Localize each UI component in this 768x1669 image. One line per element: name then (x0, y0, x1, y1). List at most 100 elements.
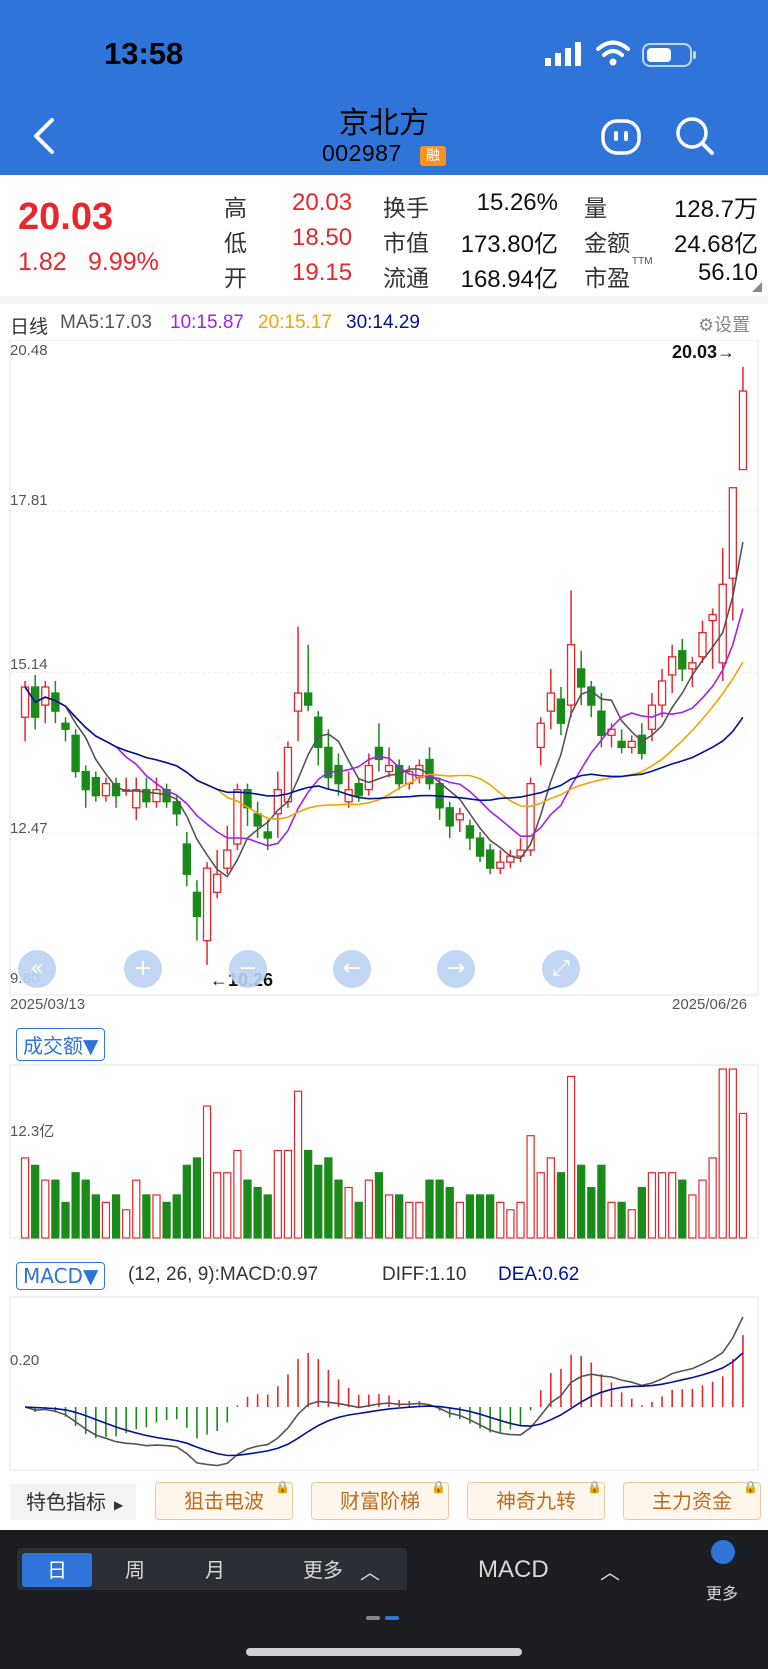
kline-period-label: 日线 (10, 317, 49, 338)
volume-bar (536, 1172, 545, 1239)
current-price: 20.03 (18, 196, 114, 238)
triangle-right-icon: ▶ (114, 1498, 124, 1512)
volume-bar (172, 1194, 181, 1239)
pe-ttm-sup: TTM (632, 256, 653, 267)
volume-bar (698, 1179, 707, 1239)
candle-body (223, 849, 232, 869)
volume-bar (314, 1164, 323, 1239)
volume-bar (233, 1149, 242, 1239)
volume-bar (263, 1194, 272, 1239)
back-button[interactable] (30, 116, 60, 160)
date-end: 2025/06/26 (672, 996, 748, 1013)
zoom-out-button[interactable]: − (229, 950, 267, 988)
feature-indicators-tab[interactable]: 特色指标 ▶ (10, 1484, 136, 1520)
volume-bar (425, 1179, 434, 1239)
lock-icon: 🔒 (587, 1480, 602, 1494)
settings-button[interactable]: ⚙设置 (698, 311, 750, 337)
chevron-up-icon[interactable]: ︿ (600, 1560, 620, 1584)
candle-body (293, 692, 303, 712)
expand-corner-icon[interactable] (752, 282, 762, 292)
low-value: 18.50 (292, 224, 353, 251)
period-tab-month[interactable]: 月 (205, 1558, 225, 1582)
more-dot-icon[interactable] (711, 1540, 735, 1564)
feature-button-label: 神奇九转 (496, 1489, 576, 1513)
candle-body (314, 716, 323, 749)
candle-body (81, 770, 90, 791)
amount-label: 金额 (584, 231, 630, 257)
pe-value: 56.10 (697, 259, 758, 286)
feature-button-3[interactable]: 神奇九转 🔒 (467, 1480, 605, 1520)
settings-label: 设置 (714, 315, 751, 336)
macd-diff: DIFF:1.10 (382, 1264, 467, 1285)
search-icon[interactable] (674, 115, 716, 161)
volume-bar (475, 1194, 485, 1239)
volume-bar (668, 1172, 677, 1239)
volume-indicator-select[interactable]: 成交额▼ (16, 1028, 106, 1061)
ma5-line (24, 541, 744, 878)
scroll-left-fast-button[interactable]: « (18, 950, 56, 988)
candle-body (152, 789, 161, 803)
volume-bar (31, 1164, 40, 1239)
candle-body (41, 686, 50, 706)
volume-bar (506, 1209, 515, 1239)
volume-bar (283, 1149, 293, 1239)
scroll-left-button[interactable]: ← (333, 950, 371, 988)
volume-y-tick: 12.3亿 (10, 1123, 55, 1140)
volume-bar (192, 1157, 202, 1239)
dea-line (25, 1352, 744, 1457)
zoom-in-button[interactable]: + (124, 950, 162, 988)
volume-bar (122, 1209, 131, 1239)
feature-button-4[interactable]: 主力资金 🔒 (623, 1481, 761, 1520)
candle-body (708, 613, 717, 622)
chevron-up-icon[interactable]: ︿ (360, 1560, 380, 1584)
macd-indicator-select[interactable]: MACD▼ (16, 1262, 106, 1290)
volume-bar (445, 1186, 454, 1239)
low-label: 低 (224, 231, 247, 257)
fullscreen-button[interactable]: ⤢ (542, 950, 580, 988)
feature-button-label: 狙击电波 (184, 1489, 264, 1513)
candle-body (546, 692, 556, 712)
candle-body (425, 758, 434, 785)
ma30-value: 30:14.29 (346, 312, 420, 333)
candle-body (627, 740, 636, 749)
volume-bar (647, 1172, 657, 1239)
chat-robot-icon[interactable] (600, 116, 642, 162)
volume-bar (152, 1194, 161, 1239)
candle-body (637, 734, 647, 755)
candle-body (212, 873, 222, 893)
volume-bar (587, 1186, 596, 1239)
bottom-indicator-label[interactable]: MACD (478, 1556, 549, 1583)
feature-button-1[interactable]: 狙击电波 🔒 (155, 1480, 293, 1520)
more-button[interactable]: 更多 (706, 1584, 739, 1603)
macd-params: (12, 26, 9):MACD:0.97 (128, 1264, 319, 1285)
volume-bar (51, 1179, 60, 1239)
candle-body (20, 686, 30, 718)
float-value: 168.94亿 (460, 266, 558, 293)
volume-bar (344, 1186, 353, 1239)
period-tab-day[interactable]: 日 (22, 1553, 92, 1587)
feature-button-2[interactable]: 财富阶梯 🔒 (311, 1481, 449, 1520)
candle-body (384, 764, 394, 773)
kline-chart[interactable] (0, 340, 768, 1005)
volume-bar (364, 1179, 373, 1239)
candle-body (678, 650, 687, 670)
volume-bar (182, 1164, 191, 1239)
period-tab-week[interactable]: 周 (125, 1558, 145, 1582)
volume-bar (395, 1194, 404, 1239)
candle-body (233, 789, 242, 845)
turnover-value: 15.26% (476, 189, 558, 216)
scroll-right-button[interactable]: → (437, 950, 475, 988)
volume-frame (9, 1064, 759, 1239)
lock-icon: 🔒 (275, 1480, 290, 1494)
page-indicator (366, 1605, 400, 1624)
ma20-value: 20:15.17 (258, 312, 332, 333)
candle-body (202, 867, 212, 942)
period-tab-more[interactable]: 更多 (303, 1558, 343, 1582)
candle-body (71, 734, 80, 773)
ma10-value: 10:15.87 (170, 312, 244, 333)
macd-frame (9, 1296, 759, 1471)
volume-bar (486, 1194, 495, 1239)
stock-code: 002987 (322, 140, 402, 166)
volume-bar (253, 1186, 262, 1239)
volume-value: 128.7万 (673, 196, 758, 223)
